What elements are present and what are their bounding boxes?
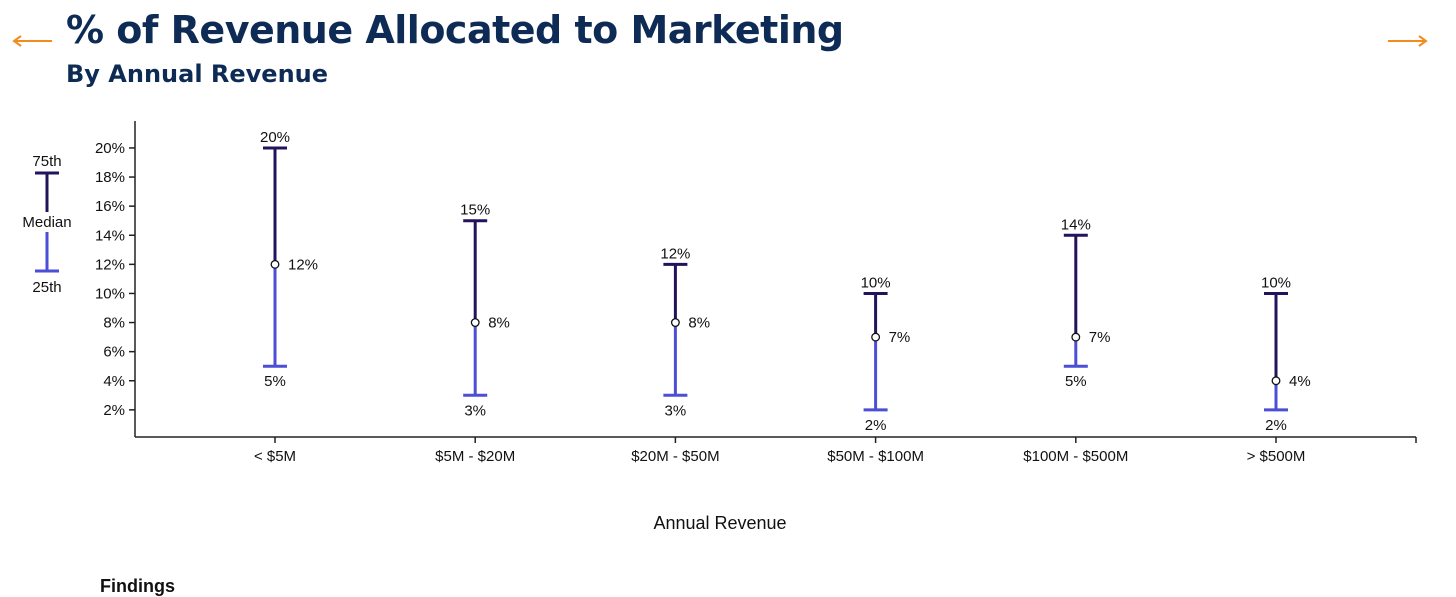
legend-25th-label: 25th bbox=[32, 279, 61, 296]
median-label: 12% bbox=[288, 256, 318, 273]
arrow-left-icon bbox=[12, 35, 52, 47]
x-axis-title: Annual Revenue bbox=[653, 513, 786, 533]
p25-label: 5% bbox=[264, 373, 286, 390]
plot-area: 2% 4% 6% 8% 10% 12% 14% 16% 18% 20% < $5M 20% 12% 5% $… bbox=[95, 121, 1417, 533]
findings-heading: Findings bbox=[100, 576, 175, 596]
x-tick-label: $20M - $50M bbox=[631, 448, 719, 465]
p75-label: 14% bbox=[1061, 216, 1091, 233]
median-label: 7% bbox=[889, 329, 911, 346]
p25-label: 3% bbox=[464, 402, 486, 419]
x-tick-label: > $500M bbox=[1247, 448, 1306, 465]
p25-label: 2% bbox=[1265, 417, 1287, 434]
median-point bbox=[270, 259, 280, 269]
median-point bbox=[871, 332, 881, 342]
y-tick-label: 12% bbox=[95, 256, 125, 273]
median-label: 7% bbox=[1089, 329, 1111, 346]
y-tick-label: 16% bbox=[95, 198, 125, 215]
median-point bbox=[470, 318, 480, 327]
median-point bbox=[670, 318, 680, 327]
page-subtitle: By Annual Revenue bbox=[66, 60, 329, 88]
p75-label: 10% bbox=[1261, 274, 1291, 291]
y-tick-label: 10% bbox=[95, 285, 125, 302]
y-tick-label: 4% bbox=[103, 373, 125, 390]
x-tick-label: $50M - $100M bbox=[827, 448, 924, 465]
y-tick-label: 14% bbox=[95, 227, 125, 244]
y-tick-label: 8% bbox=[103, 315, 125, 332]
p75-label: 20% bbox=[260, 129, 290, 146]
chart-legend: 75th Median 25th bbox=[22, 153, 71, 296]
median-label: 4% bbox=[1289, 373, 1311, 390]
arrow-right-icon bbox=[1388, 35, 1428, 47]
median-point bbox=[1071, 332, 1081, 342]
median-label: 8% bbox=[688, 315, 710, 332]
y-tick-label: 20% bbox=[95, 140, 125, 157]
p75-label: 10% bbox=[861, 274, 891, 291]
median-point bbox=[1271, 376, 1281, 386]
y-tick-label: 18% bbox=[95, 169, 125, 186]
legend-median-label: Median bbox=[22, 214, 71, 231]
p25-label: 5% bbox=[1065, 373, 1087, 390]
p25-label: 3% bbox=[665, 402, 687, 419]
y-tick-label: 6% bbox=[103, 344, 125, 361]
p75-label: 15% bbox=[460, 202, 490, 219]
p75-label: 12% bbox=[660, 245, 690, 262]
prev-slide-button[interactable] bbox=[8, 26, 54, 61]
next-slide-button[interactable] bbox=[1386, 26, 1432, 61]
x-tick-label: $5M - $20M bbox=[435, 448, 515, 465]
legend-75th-label: 75th bbox=[32, 153, 61, 170]
x-tick-label: < $5M bbox=[254, 448, 296, 465]
median-label: 8% bbox=[488, 315, 510, 332]
x-tick-label: $100M - $500M bbox=[1023, 448, 1128, 465]
y-tick-label: 2% bbox=[103, 402, 125, 419]
p25-label: 2% bbox=[865, 417, 887, 434]
page-title: % of Revenue Allocated to Marketing bbox=[66, 8, 844, 52]
